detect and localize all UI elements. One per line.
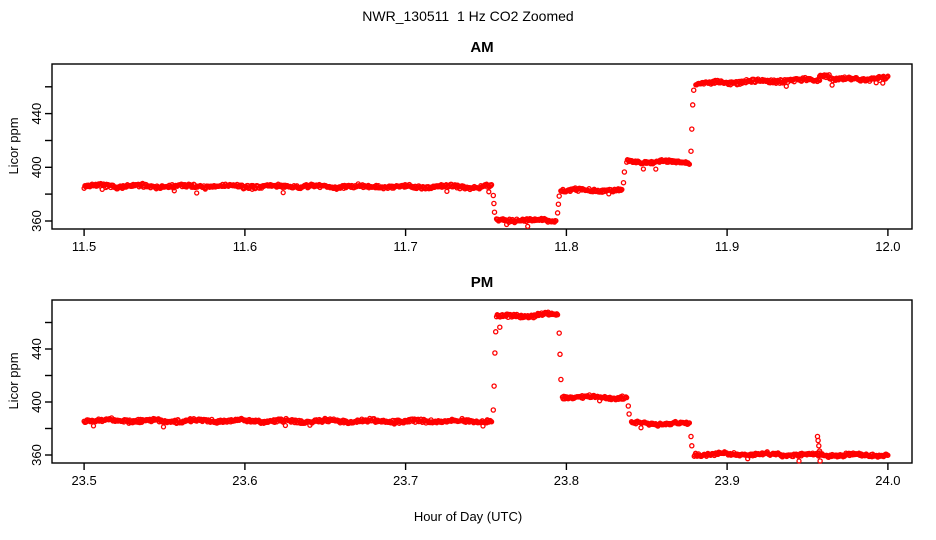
transition-point [556, 330, 562, 336]
transition-point [688, 433, 694, 440]
x-tick-label: 23.8 [554, 473, 579, 488]
data-point [554, 312, 561, 318]
transition-point [815, 437, 821, 444]
transition-point [621, 169, 628, 175]
transition-point [491, 209, 498, 215]
x-axis-label: Hour of Day (UTC) [413, 509, 523, 524]
transition-point [690, 87, 697, 93]
data-point [619, 186, 625, 193]
data-point [829, 82, 835, 88]
y-tick-label: 360 [29, 210, 44, 232]
transition-point [625, 403, 632, 409]
transition-point [689, 126, 695, 132]
data-point [638, 425, 644, 431]
x-tick-label: 12.0 [875, 239, 900, 254]
x-tick-label: 11.7 [393, 239, 417, 254]
data-point [553, 218, 559, 224]
transition-point [557, 351, 563, 358]
data-point [488, 182, 495, 188]
data-point [488, 419, 495, 425]
transition-point [816, 448, 823, 454]
transition-point [689, 102, 696, 108]
chart-title: NWR_130511 1 Hz CO2 Zoomed [362, 8, 574, 24]
x-tick-label: 11.9 [715, 239, 739, 254]
transition-point [816, 443, 822, 449]
y-tick-label: 400 [29, 156, 44, 178]
transition-point [554, 210, 561, 216]
data-point [486, 189, 492, 195]
data-point [160, 424, 167, 430]
data-point [194, 190, 200, 196]
transition-point [817, 458, 823, 464]
data-point [783, 83, 789, 89]
transition-point [490, 407, 497, 413]
data-point [525, 223, 531, 230]
transition-point [558, 376, 564, 383]
transition-point [556, 193, 562, 199]
data-point [624, 394, 630, 401]
y-tick-label: 440 [29, 338, 44, 360]
data-point [90, 423, 97, 429]
transition-point [492, 329, 499, 335]
x-tick-label: 23.5 [71, 473, 96, 488]
data-point [880, 80, 886, 86]
transition-point [491, 383, 497, 389]
plot-box [51, 63, 913, 230]
panel-title-am: AM [470, 39, 494, 56]
x-tick-label: 23.6 [232, 473, 257, 488]
transition-point [620, 179, 627, 186]
plot-box [51, 299, 913, 464]
data-point [686, 420, 693, 426]
data-point [885, 73, 891, 79]
data-point [171, 188, 177, 194]
transition-point [626, 411, 632, 417]
x-tick-label: 24.0 [875, 473, 900, 488]
data-point [885, 452, 891, 458]
x-tick-label: 11.5 [72, 239, 96, 254]
panel-title-pm: PM [470, 274, 494, 291]
y-tick-label: 440 [29, 103, 44, 125]
transition-point [490, 192, 497, 199]
transition-point [492, 350, 498, 356]
y-tick-label: 400 [29, 391, 44, 413]
x-tick-label: 11.8 [554, 239, 578, 254]
y-tick-label: 360 [29, 444, 44, 466]
transition-point [555, 201, 562, 207]
x-tick-label: 23.7 [393, 473, 418, 488]
data-point [444, 188, 450, 195]
transition-point [689, 443, 695, 449]
data-point [653, 166, 659, 172]
x-tick-label: 11.6 [233, 239, 257, 254]
data-point [280, 189, 286, 196]
data-point [686, 161, 693, 167]
data-point [282, 422, 289, 429]
data-point [640, 166, 647, 172]
transition-point [491, 200, 497, 207]
transition-point [497, 324, 503, 330]
transition-point [688, 148, 694, 154]
data-point [796, 458, 802, 464]
x-tick-label: 23.9 [714, 473, 739, 488]
